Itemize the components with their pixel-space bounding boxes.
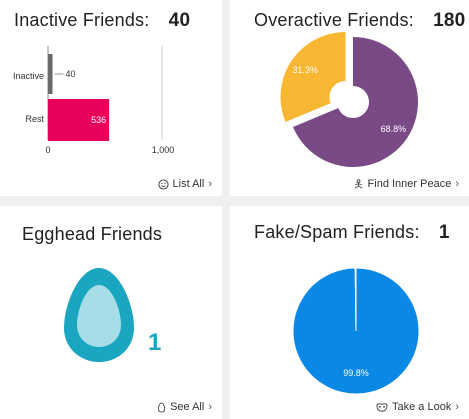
chevron-right-icon: ›: [208, 401, 212, 413]
egghead-friends-title-label: Egghead Friends: [22, 224, 163, 244]
pie-slice-group: 31.3%: [280, 32, 346, 122]
fake-spam-pie-chart: 99.8%: [292, 267, 420, 395]
bar-rest: [48, 99, 110, 141]
mask-icon: [376, 402, 388, 412]
egg-outline-icon: [158, 402, 166, 412]
data-label: 40: [66, 69, 76, 79]
fake-spam-friends-title: Fake/Spam Friends: 1: [254, 222, 450, 244]
inactive-bar-chart: Inactive Rest 0 1,000 40 536: [13, 46, 175, 155]
overactive-friends-title: Overactive Friends: 180: [254, 10, 465, 32]
egghead-friends-card: Egghead Friends 1 See All ›: [0, 206, 222, 419]
chevron-right-icon: ›: [208, 178, 212, 190]
y-tick-label: Inactive: [13, 71, 44, 81]
smiley-icon: [157, 178, 169, 190]
pie-slice-group: 68.8%: [292, 37, 418, 167]
chevron-right-icon: ›: [455, 401, 459, 413]
pie-slice: [280, 32, 346, 122]
see-all-label: See All: [170, 401, 205, 413]
see-all-link[interactable]: See All ›: [157, 401, 212, 413]
list-all-label: List All: [172, 178, 205, 190]
inactive-friends-title: Inactive Friends: 40: [14, 10, 190, 32]
bar-inactive: [48, 54, 53, 94]
fake-spam-friends-title-label: Fake/Spam Friends:: [254, 222, 420, 242]
inactive-friends-card: Inactive Friends: 40 Inactive Rest 0 1,0…: [0, 0, 222, 196]
find-inner-peace-link[interactable]: Find Inner Peace ›: [353, 178, 459, 190]
egghead-friends-title: Egghead Friends: [22, 224, 162, 245]
y-tick-label: Rest: [25, 114, 44, 124]
overactive-friends-title-label: Overactive Friends:: [254, 10, 414, 30]
overactive-pie-chart: 68.8% 31.3%: [280, 32, 418, 167]
pie-slice: [354, 267, 357, 332]
pie-slice-label: 68.8%: [381, 124, 407, 134]
pie-slice-label: 31.3%: [292, 65, 318, 75]
list-all-link[interactable]: List All ›: [157, 178, 212, 190]
overactive-friends-card: Overactive Friends: 180 68.8% 31.3% Find …: [230, 0, 469, 196]
egghead-friends-count: 1: [148, 329, 162, 356]
pie-slice-label: 99.8%: [343, 368, 369, 378]
meditation-icon: [354, 178, 362, 189]
data-label: 536: [91, 115, 106, 125]
inactive-friends-title-label: Inactive Friends:: [14, 10, 150, 30]
fake-spam-friends-card: Fake/Spam Friends: 1 99.8% Take a Look ›: [230, 206, 469, 419]
take-a-look-link[interactable]: Take a Look ›: [376, 401, 459, 413]
egg-icon: [64, 268, 134, 362]
find-inner-peace-label: Find Inner Peace: [367, 178, 452, 190]
x-tick-label: 0: [45, 145, 50, 155]
chevron-right-icon: ›: [455, 178, 459, 190]
fake-spam-friends-count: 1: [438, 222, 450, 243]
overactive-friends-count: 180: [433, 10, 466, 31]
take-a-look-label: Take a Look: [392, 401, 452, 413]
pie-slice: [292, 37, 418, 167]
inactive-friends-count: 40: [168, 10, 191, 31]
x-tick-label: 1,000: [152, 145, 175, 155]
